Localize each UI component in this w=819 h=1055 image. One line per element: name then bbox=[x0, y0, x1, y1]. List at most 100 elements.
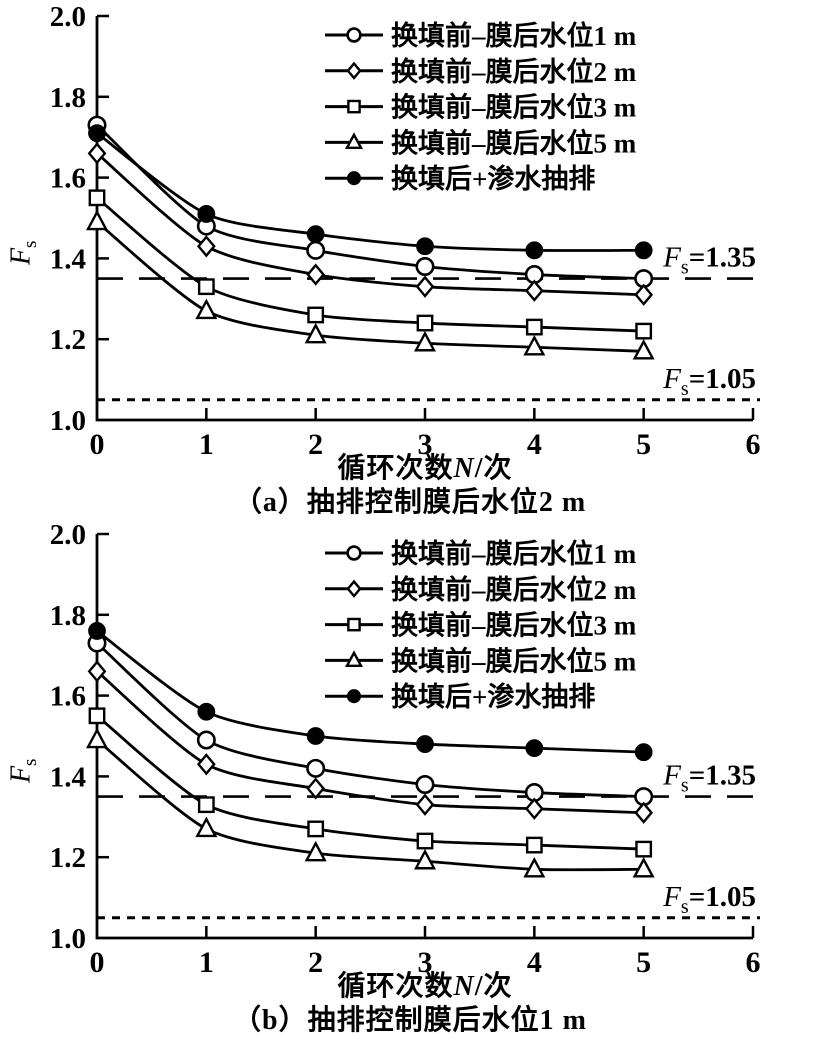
y-tick-labels: 1.0 1.2 1.4 1.6 1.8 2.0 bbox=[50, 2, 86, 437]
series-3-point-4 bbox=[523, 334, 546, 356]
y-tick-label-1.4: 1.4 bbox=[50, 761, 86, 793]
series-2-point-5 bbox=[635, 840, 653, 858]
legend-entry-4: 换填后+渗水抽排 bbox=[325, 681, 595, 712]
chart-b-canvas: 0 1 2 3 4 5 6 1.0 1.2 1.4 1.6 1.8 2.0 Fs=1.35 Fs=1.05 换… bbox=[50, 520, 761, 979]
x-tick-label-5: 5 bbox=[636, 428, 651, 461]
series-0-point-3 bbox=[415, 774, 435, 794]
series-4-point-5 bbox=[634, 743, 653, 762]
series-0-point-2 bbox=[306, 240, 326, 260]
series-1-point-0 bbox=[87, 142, 107, 165]
legend-marker-circle-open bbox=[346, 27, 362, 43]
legend-marker-triangle-open bbox=[344, 132, 364, 150]
y-tick-label-1.6: 1.6 bbox=[50, 681, 86, 713]
fs-symbol: F bbox=[5, 765, 37, 784]
chart-a-y-axis-label: Fs bbox=[5, 240, 45, 266]
y-ticks bbox=[97, 14, 109, 341]
x-tick-label-6: 6 bbox=[746, 428, 761, 461]
x-tick-labels: 0 1 2 3 4 5 6 bbox=[90, 428, 761, 461]
series-markers bbox=[85, 622, 655, 878]
x-tick-label-4: 4 bbox=[527, 946, 542, 979]
series-3-point-3 bbox=[413, 330, 437, 352]
x-tick-label-3: 3 bbox=[418, 946, 433, 979]
ref-line-label-1.05: Fs=1.05 bbox=[662, 881, 756, 918]
ref-line-label-1.05: Fs=1.05 bbox=[662, 363, 756, 400]
series-4-point-1 bbox=[197, 205, 216, 223]
legend-entry-1: 换填前–膜后水位2 m bbox=[325, 56, 637, 87]
series-1-point-4 bbox=[524, 797, 544, 820]
x-tick-label-0: 0 bbox=[90, 428, 105, 461]
series-1-point-5 bbox=[634, 801, 654, 824]
series-2-point-2 bbox=[307, 820, 325, 838]
chart-a-caption: （a）抽排控制膜后水位2 m bbox=[233, 487, 587, 518]
series-0-point-1 bbox=[196, 730, 216, 750]
series-0-point-2 bbox=[306, 758, 326, 778]
series-4-point-3 bbox=[416, 735, 434, 753]
ref-line-label-1.35: Fs=1.35 bbox=[662, 760, 756, 797]
series-2-point-1 bbox=[197, 278, 215, 296]
x-tick-label-2: 2 bbox=[308, 428, 323, 461]
legend-entry-0: 换填前–膜后水位1 m bbox=[325, 538, 637, 569]
series-3-point-1 bbox=[195, 298, 218, 320]
series-2-point-5 bbox=[635, 322, 653, 340]
legend: 换填前–膜后水位1 m 换填前–膜后水位2 m 换填前–膜后水位3 m 换填前–膜后水… bbox=[325, 538, 637, 712]
series-3-point-5 bbox=[632, 856, 655, 878]
x-label-post: /次 bbox=[474, 453, 513, 484]
legend-marker-square-open bbox=[347, 99, 361, 114]
series-markers bbox=[85, 115, 655, 360]
legend-entry-1: 换填前–膜后水位2 m bbox=[325, 574, 637, 605]
y-tick-label-1.8: 1.8 bbox=[50, 82, 86, 114]
series-3-point-2 bbox=[304, 840, 327, 862]
fs-symbol: F bbox=[5, 247, 37, 266]
chart-b-caption: （b）抽排控制膜后水位1 m bbox=[233, 1005, 587, 1036]
series-3-point-2 bbox=[304, 322, 327, 344]
series-4-point-5 bbox=[634, 241, 653, 260]
series-3-point-0 bbox=[85, 727, 109, 749]
legend-label-2: 换填前–膜后水位3 m bbox=[391, 92, 637, 123]
y-tick-label-1.2: 1.2 bbox=[50, 842, 86, 874]
y-tick-label-2.0: 2.0 bbox=[50, 2, 86, 33]
legend-label-1: 换填前–膜后水位2 m bbox=[391, 56, 637, 87]
series-2-point-4 bbox=[525, 836, 543, 854]
legend-label-0: 换填前–膜后水位1 m bbox=[391, 20, 637, 51]
x-tick-label-5: 5 bbox=[636, 946, 651, 979]
series-1-point-3 bbox=[415, 275, 435, 298]
series-4-point-4 bbox=[525, 739, 544, 758]
series-3-line bbox=[96, 220, 644, 353]
y-tick-label-1.0: 1.0 bbox=[50, 923, 86, 955]
series-3-line bbox=[96, 738, 644, 872]
legend-marker-triangle-open bbox=[344, 650, 364, 668]
legend-entry-2: 换填前–膜后水位3 m bbox=[325, 92, 637, 123]
series-2-point-0 bbox=[88, 707, 106, 725]
legend-label-0: 换填前–膜后水位1 m bbox=[391, 538, 637, 569]
legend-marker-square-open bbox=[347, 617, 361, 632]
series-3-point-4 bbox=[523, 856, 546, 878]
y-tick-label-1.0: 1.0 bbox=[50, 405, 86, 437]
legend-label-3: 换填前–膜后水位5 m bbox=[391, 645, 637, 676]
series-2-point-3 bbox=[416, 832, 434, 850]
series-2-line bbox=[96, 196, 644, 333]
series-3-point-0 bbox=[85, 209, 109, 231]
series-2-point-2 bbox=[307, 306, 325, 324]
chart-a-canvas: 0 1 2 3 4 5 6 1.0 1.2 1.4 1.6 1.8 2.0 Fs=1.35 Fs=1.05 换… bbox=[50, 2, 761, 461]
series-1-point-0 bbox=[87, 660, 107, 683]
y-tick-label-1.8: 1.8 bbox=[50, 600, 86, 632]
x-label-post: /次 bbox=[474, 971, 513, 1002]
x-tick-label-2: 2 bbox=[308, 946, 323, 979]
series-1-point-4 bbox=[524, 279, 544, 302]
y-tick-label-1.2: 1.2 bbox=[50, 324, 86, 356]
y-tick-label-1.6: 1.6 bbox=[50, 163, 86, 195]
legend-entry-3: 换填前–膜后水位5 m bbox=[325, 645, 637, 676]
chart-b-x-axis-label: 循环次数N/次 bbox=[97, 972, 753, 1002]
chart-b-y-axis-label: Fs bbox=[5, 758, 45, 784]
legend: 换填前–膜后水位1 m 换填前–膜后水位2 m 换填前–膜后水位3 m 换填前–膜后水… bbox=[325, 20, 637, 194]
legend-entry-4: 换填后+渗水抽排 bbox=[325, 163, 595, 194]
legend-marker-circle-filled bbox=[346, 171, 362, 186]
series-1-point-3 bbox=[415, 793, 435, 816]
fs-subscript: s bbox=[20, 240, 42, 248]
fs-subscript: s bbox=[20, 758, 42, 766]
series-1-point-1 bbox=[196, 753, 216, 776]
series-0-point-3 bbox=[415, 256, 435, 276]
series-4-point-3 bbox=[416, 237, 434, 256]
x-tick-label-4: 4 bbox=[527, 428, 542, 461]
